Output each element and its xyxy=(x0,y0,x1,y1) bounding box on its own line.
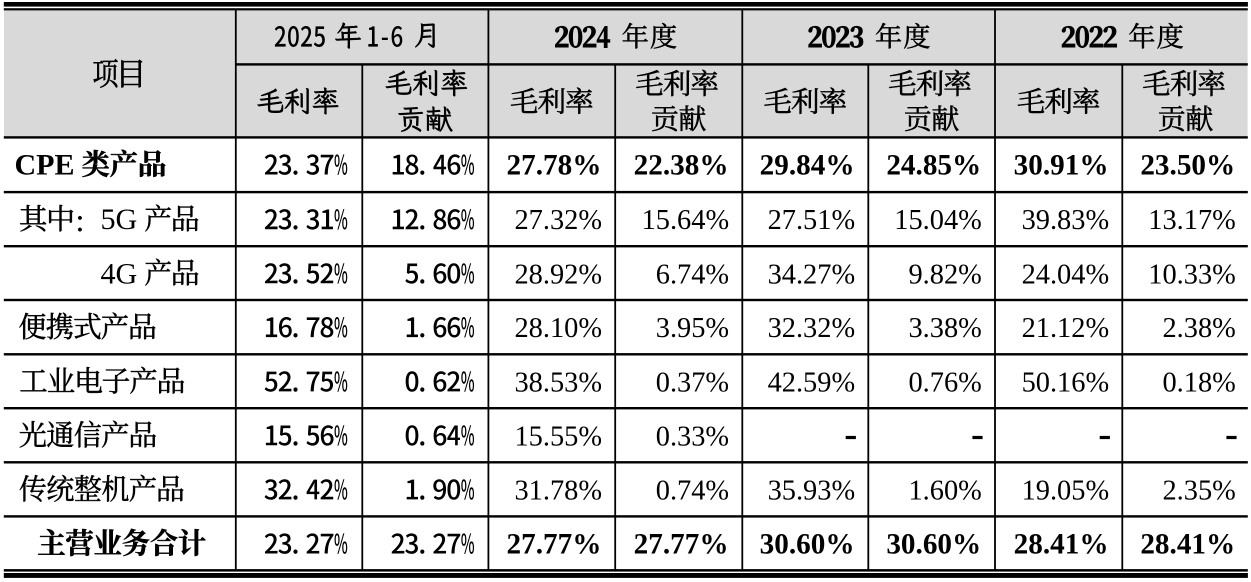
svg-text:27.77%: 27.77% xyxy=(634,529,729,561)
svg-text:35.93%: 35.93% xyxy=(768,475,856,506)
svg-text:39.83%: 39.83% xyxy=(1022,205,1110,236)
svg-text:1.60%: 1.60% xyxy=(908,475,981,506)
svg-text:28.92%: 28.92% xyxy=(514,259,602,290)
svg-text:9.82%: 9.82% xyxy=(908,259,981,290)
svg-text:3.38%: 3.38% xyxy=(908,313,981,344)
svg-text:30.60%: 30.60% xyxy=(760,529,855,561)
svg-text:5G: 5G xyxy=(101,202,138,236)
svg-text:28.10%: 28.10% xyxy=(514,313,602,344)
svg-text:28.41%: 28.41% xyxy=(1014,529,1109,561)
svg-text:30.60%: 30.60% xyxy=(886,529,981,561)
svg-text:28.41%: 28.41% xyxy=(1140,529,1235,561)
svg-text:21.12%: 21.12% xyxy=(1022,313,1110,344)
svg-text:24.85%: 24.85% xyxy=(886,150,981,182)
svg-text:19.05%: 19.05% xyxy=(1022,475,1110,506)
svg-text:2.38%: 2.38% xyxy=(1162,313,1235,344)
svg-text:31.78%: 31.78% xyxy=(514,475,602,506)
svg-text:24.04%: 24.04% xyxy=(1022,259,1110,290)
svg-text:32.32%: 32.32% xyxy=(768,313,856,344)
svg-text:38.53%: 38.53% xyxy=(514,367,602,398)
svg-text:0.33%: 0.33% xyxy=(656,421,729,452)
svg-text:34.27%: 34.27% xyxy=(768,259,856,290)
svg-text:30.91%: 30.91% xyxy=(1014,150,1109,182)
svg-text:15.64%: 15.64% xyxy=(642,205,730,236)
svg-text:27.78%: 27.78% xyxy=(507,150,602,182)
svg-text:27.77%: 27.77% xyxy=(507,529,602,561)
svg-text:27.51%: 27.51% xyxy=(768,205,856,236)
svg-text:6.74%: 6.74% xyxy=(656,259,729,290)
svg-text:0.37%: 0.37% xyxy=(656,367,729,398)
svg-text:CPE: CPE xyxy=(15,149,75,182)
svg-text:4G: 4G xyxy=(101,256,138,290)
svg-text:42.59%: 42.59% xyxy=(768,367,856,398)
svg-text:0.74%: 0.74% xyxy=(656,475,729,506)
svg-text:13.17%: 13.17% xyxy=(1148,205,1236,236)
svg-text:15.04%: 15.04% xyxy=(894,205,982,236)
svg-text:22.38%: 22.38% xyxy=(634,150,729,182)
svg-text:3.95%: 3.95% xyxy=(656,313,729,344)
svg-text:2.35%: 2.35% xyxy=(1162,475,1235,506)
svg-text:27.32%: 27.32% xyxy=(514,205,602,236)
svg-text:15.55%: 15.55% xyxy=(514,421,602,452)
svg-text:29.84%: 29.84% xyxy=(760,150,855,182)
svg-text:10.33%: 10.33% xyxy=(1148,259,1236,290)
svg-text:0.76%: 0.76% xyxy=(908,367,981,398)
svg-text:23.50%: 23.50% xyxy=(1140,150,1235,182)
svg-text:0.18%: 0.18% xyxy=(1162,367,1235,398)
svg-text:50.16%: 50.16% xyxy=(1022,367,1110,398)
